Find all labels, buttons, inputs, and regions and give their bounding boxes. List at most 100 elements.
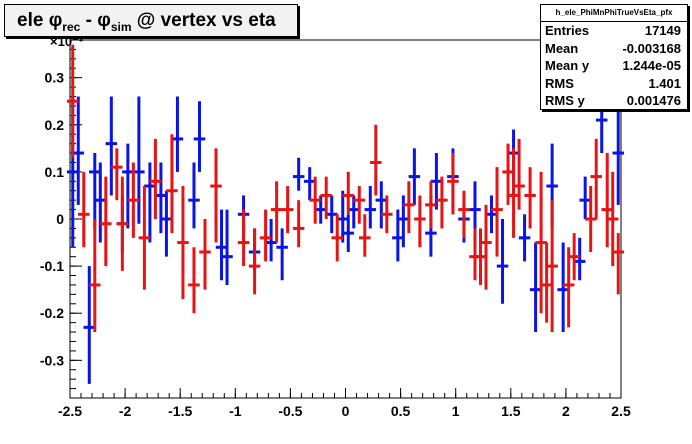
stats-value: 1.401: [648, 75, 681, 91]
data-point-red: [100, 176, 112, 267]
x-tick-label: -1: [229, 403, 242, 419]
title-sub-rec: rec: [62, 19, 81, 34]
x-tick-label: 0: [342, 403, 350, 419]
data-point-red: [353, 186, 366, 224]
data-point-red: [78, 171, 90, 248]
data-point-blue: [133, 96, 145, 224]
data-point-red: [540, 242, 553, 323]
data-point-blue: [612, 105, 624, 205]
data-point-red: [248, 228, 261, 295]
x-tick-label: 2: [562, 403, 570, 419]
data-point-red: [237, 209, 250, 267]
title-phi-2: φ: [97, 10, 111, 31]
y-tick-label: 0: [56, 211, 64, 227]
data-point-blue: [160, 190, 173, 257]
data-point-red: [590, 138, 602, 219]
data-point-red: [546, 200, 558, 333]
data-point-red: [568, 233, 580, 281]
data-point-blue: [221, 209, 233, 285]
data-point-red: [292, 200, 305, 248]
data-point-blue: [265, 219, 277, 262]
data-point-red: [342, 171, 355, 215]
data-point-red: [491, 167, 503, 257]
data-point-blue: [94, 162, 107, 243]
data-point-red: [370, 124, 382, 196]
data-point-red: [149, 138, 162, 219]
data-point-red: [507, 148, 520, 238]
data-point-blue: [375, 181, 388, 229]
title-part-prefix: ele: [17, 10, 49, 31]
data-point-blue: [105, 96, 118, 196]
data-point-red: [127, 162, 140, 238]
axes: -2.5 -2 -1.5 -1 -0.5 0 0.5 1 1.5 2 2.5 -0.3 -0.2 -0.1…: [40, 48, 631, 419]
data-point-red: [89, 219, 101, 333]
data-point-red: [188, 247, 200, 314]
stats-label: RMS: [545, 75, 574, 91]
title-box: ele φrec - φsim @ vertex vs eta: [4, 4, 298, 37]
x-tick-label: -0.5: [278, 403, 302, 419]
data-point-blue: [72, 96, 85, 205]
data-point-blue: [529, 242, 542, 333]
data-point-blue: [144, 162, 156, 243]
data-point-blue: [342, 214, 355, 252]
data-point-blue: [171, 96, 184, 172]
data-point-blue: [292, 157, 305, 191]
y-tick-label: -0.1: [40, 258, 64, 274]
title-sub-sim: sim: [110, 19, 132, 34]
stats-label: Mean y: [545, 58, 590, 73]
data-point-red: [535, 171, 547, 314]
data-point-red: [210, 148, 222, 243]
data-point-red: [138, 186, 151, 290]
y-tick-label: 0.3: [45, 70, 65, 86]
x-tick-label: -1.5: [168, 403, 192, 419]
data-point-blue: [325, 195, 338, 234]
chart-title: ele φrec - φsim @ vertex vs eta: [17, 10, 276, 34]
data-point-blue: [188, 162, 200, 229]
stats-value: 1.244e-05: [622, 58, 681, 73]
stats-label: Entries: [545, 23, 590, 38]
x-tick-label: 0.5: [391, 403, 411, 419]
data-point-blue: [364, 186, 377, 229]
data-point-blue: [485, 195, 498, 234]
stats-row-rms-y: RMS y 0.001476: [541, 92, 687, 110]
data-point-red: [436, 176, 448, 229]
data-point-red: [259, 209, 272, 262]
data-point-red: [403, 181, 415, 234]
x-tick-label: -2: [119, 403, 132, 419]
y-tick-label: -0.2: [40, 305, 64, 321]
data-point-red: [381, 195, 393, 234]
y-tick-label: -0.3: [40, 352, 64, 368]
data-point-red: [359, 214, 371, 257]
error-bars: [67, 44, 624, 384]
stats-label: Mean: [545, 40, 579, 56]
data-point-red: [601, 153, 613, 248]
x-tick-label: -2.5: [58, 403, 82, 419]
data-point-red: [199, 219, 211, 290]
data-point-blue: [122, 143, 134, 229]
data-point-blue: [276, 228, 288, 281]
x-tick-label: 2.5: [611, 403, 631, 419]
stats-value: 17149: [644, 23, 681, 38]
data-point-red: [67, 44, 79, 158]
stats-box: h_ele_PhiMnPhiTrueVsEta_pfx Entries 17149…: [540, 4, 688, 110]
data-point-red: [606, 171, 619, 267]
x-tick-label: 1.5: [501, 403, 521, 419]
data-point-blue: [408, 148, 421, 205]
data-point-red: [111, 148, 123, 201]
data-point-blue: [89, 153, 101, 229]
data-point-blue: [155, 162, 167, 234]
y-tick-label: 0.2: [45, 117, 65, 133]
y-exponent-label: ×10⁻³: [50, 34, 84, 49]
data-point-red: [524, 167, 536, 229]
data-point-red: [474, 228, 487, 285]
data-point-red: [414, 195, 426, 248]
x-tick-label: 1: [452, 403, 460, 419]
data-point-red: [309, 176, 321, 224]
data-point-red: [447, 153, 459, 215]
data-point-blue: [215, 209, 228, 281]
data-point-red: [166, 134, 178, 234]
data-point-red: [177, 186, 189, 300]
data-point-blue: [193, 101, 206, 172]
title-phi-1: φ: [48, 10, 63, 31]
